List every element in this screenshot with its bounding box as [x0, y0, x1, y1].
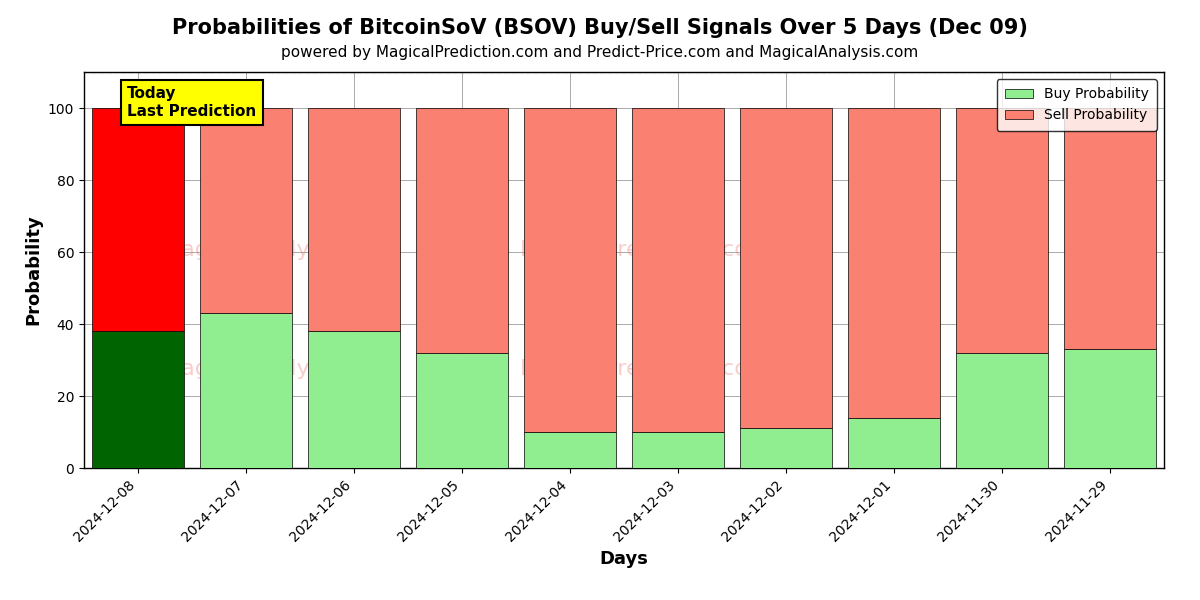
Bar: [848, 418, 940, 468]
Bar: [1064, 349, 1156, 468]
Bar: [524, 108, 616, 432]
Text: Probabilities of BitcoinSoV (BSOV) Buy/Sell Signals Over 5 Days (Dec 09): Probabilities of BitcoinSoV (BSOV) Buy/S…: [172, 18, 1028, 38]
Bar: [92, 108, 184, 331]
Bar: [956, 108, 1048, 353]
Text: MagicalAnalysis.com: MagicalAnalysis.com: [162, 240, 395, 260]
Bar: [956, 353, 1048, 468]
Bar: [740, 108, 832, 428]
Bar: [524, 432, 616, 468]
Bar: [740, 428, 832, 468]
Bar: [200, 313, 292, 468]
Bar: [848, 108, 940, 418]
Y-axis label: Probability: Probability: [24, 215, 42, 325]
Bar: [200, 108, 292, 313]
Bar: [308, 108, 400, 331]
Legend: Buy Probability, Sell Probability: Buy Probability, Sell Probability: [997, 79, 1157, 131]
Bar: [632, 432, 724, 468]
Text: MagicalAnalysis.com: MagicalAnalysis.com: [162, 359, 395, 379]
Text: MagicalPrediction.com: MagicalPrediction.com: [521, 359, 770, 379]
X-axis label: Days: Days: [600, 550, 648, 568]
Bar: [308, 331, 400, 468]
Text: Today
Last Prediction: Today Last Prediction: [127, 86, 257, 119]
Bar: [92, 331, 184, 468]
Bar: [1064, 108, 1156, 349]
Bar: [632, 108, 724, 432]
Bar: [416, 353, 508, 468]
Text: powered by MagicalPrediction.com and Predict-Price.com and MagicalAnalysis.com: powered by MagicalPrediction.com and Pre…: [281, 45, 919, 60]
Bar: [416, 108, 508, 353]
Text: MagicalPrediction.com: MagicalPrediction.com: [521, 240, 770, 260]
